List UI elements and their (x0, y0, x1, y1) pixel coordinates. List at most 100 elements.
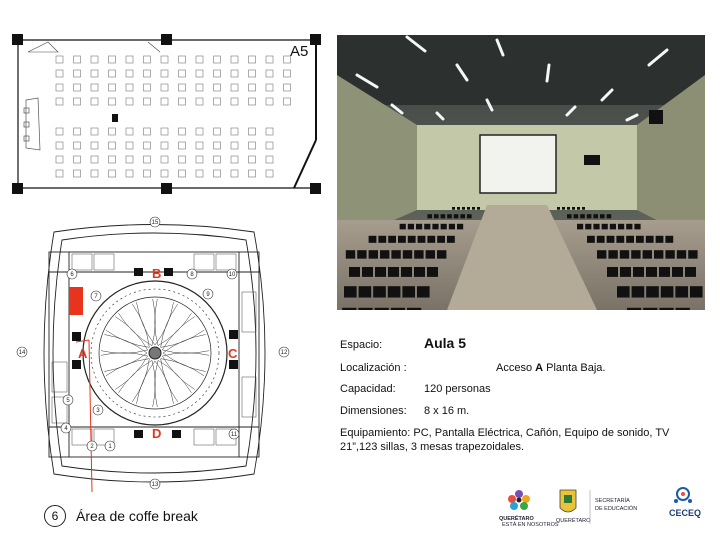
seat (143, 83, 151, 92)
area-number-15: 15 (149, 216, 161, 228)
chair (582, 207, 585, 210)
svg-text:10: 10 (229, 272, 236, 278)
chair (672, 267, 683, 277)
chair (368, 235, 377, 243)
chair (636, 235, 644, 243)
seat (55, 127, 64, 136)
chair (616, 235, 625, 243)
chair (437, 235, 445, 243)
chair (634, 223, 641, 230)
chair (577, 223, 584, 230)
info-localizacion: Localización : Acceso A Planta Baja. (340, 361, 605, 375)
chair (557, 207, 560, 210)
seat (230, 83, 239, 92)
chair (645, 235, 654, 243)
chair (378, 235, 387, 243)
seat (55, 141, 64, 150)
chair (427, 214, 432, 219)
seat (230, 97, 239, 106)
chair (675, 307, 690, 310)
outer-wall (43, 224, 266, 483)
seat (213, 83, 221, 92)
chair (375, 267, 386, 277)
area-number-2: 2 (86, 440, 98, 452)
seat (90, 169, 99, 178)
access-label-b: B (152, 266, 161, 281)
seat (230, 55, 239, 64)
chair (427, 267, 438, 277)
seat (108, 69, 116, 78)
svg-text:5: 5 (66, 398, 70, 404)
podium (23, 97, 41, 151)
area-number-markers: 15 14 12 13 7 8 9 10 11 6 5 4 3 2 1 (16, 216, 290, 490)
chair (659, 307, 674, 310)
chair (424, 223, 431, 230)
chair (577, 207, 580, 210)
chair (432, 223, 439, 230)
seat (195, 97, 204, 106)
chair (427, 235, 436, 243)
queretaro-flower-icon (508, 490, 530, 510)
seat (55, 169, 64, 178)
coffee-break-area (69, 287, 83, 315)
area-number-6: 6 (66, 268, 78, 280)
localizacion-suffix: Planta Baja. (546, 362, 606, 374)
seat (90, 83, 99, 92)
svg-text:11: 11 (231, 432, 238, 438)
seat (125, 155, 134, 164)
ceceq-icon (674, 487, 692, 503)
chair (380, 250, 390, 259)
seat (143, 141, 151, 150)
door-arcs (27, 41, 161, 53)
seat (195, 55, 204, 64)
seat (90, 127, 99, 136)
chair (620, 267, 631, 277)
svg-text:7: 7 (94, 294, 98, 300)
chair (457, 207, 460, 210)
ceceq-name: CECEQ (669, 508, 701, 518)
access-label-d: D (152, 426, 161, 441)
chair (414, 267, 425, 277)
seat (265, 141, 274, 150)
chair (627, 307, 642, 310)
chair (414, 250, 424, 259)
seat (248, 69, 256, 78)
seat (178, 83, 186, 92)
chair (388, 235, 396, 243)
access-labels: A B C D (78, 266, 238, 441)
stair-markers (72, 268, 238, 438)
building-floor-plan: A B C D 15 14 12 13 7 8 9 10 11 6 5 4 3 2 1 (16, 216, 290, 493)
seat (160, 155, 169, 164)
seat (213, 127, 221, 136)
chair (344, 286, 357, 298)
chair (407, 223, 414, 230)
seat (178, 127, 186, 136)
seat (55, 83, 64, 92)
svg-text:12: 12 (281, 350, 288, 356)
legend-text: Área de coffe break (76, 508, 198, 524)
espacio-value: Aula 5 (424, 335, 467, 351)
area-number-9: 9 (202, 288, 214, 300)
chair (600, 214, 605, 219)
chair (401, 267, 412, 277)
seat (143, 155, 151, 164)
seat (143, 69, 151, 78)
seat (230, 141, 239, 150)
chair (373, 286, 386, 298)
chair (659, 267, 670, 277)
espacio-label: Espacio: (340, 339, 383, 351)
chair (585, 223, 592, 230)
access-label-c: C (228, 346, 238, 361)
chair (643, 307, 658, 310)
chair (368, 250, 378, 259)
seat (248, 169, 256, 178)
chair (447, 214, 452, 219)
localizacion-label: Localización : (340, 362, 407, 374)
chair (388, 267, 399, 277)
chair (631, 286, 645, 298)
chair (460, 214, 465, 219)
chair (358, 286, 372, 298)
seat (265, 97, 274, 106)
chair (665, 235, 674, 243)
projection-screen (479, 134, 557, 194)
